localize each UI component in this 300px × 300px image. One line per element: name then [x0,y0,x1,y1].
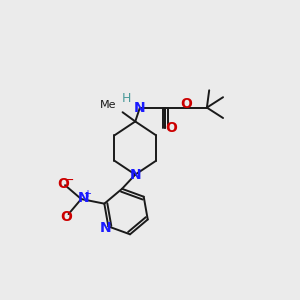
Text: O: O [57,177,69,191]
Text: O: O [61,210,73,224]
Text: Me: Me [100,100,117,110]
Text: N: N [134,100,146,115]
Text: O: O [165,122,177,135]
Text: N: N [100,221,112,235]
Text: N: N [77,191,89,205]
Text: O: O [180,97,192,111]
Text: −: − [64,174,74,187]
Text: H: H [121,92,131,105]
Text: +: + [83,189,91,199]
Text: N: N [130,168,141,182]
